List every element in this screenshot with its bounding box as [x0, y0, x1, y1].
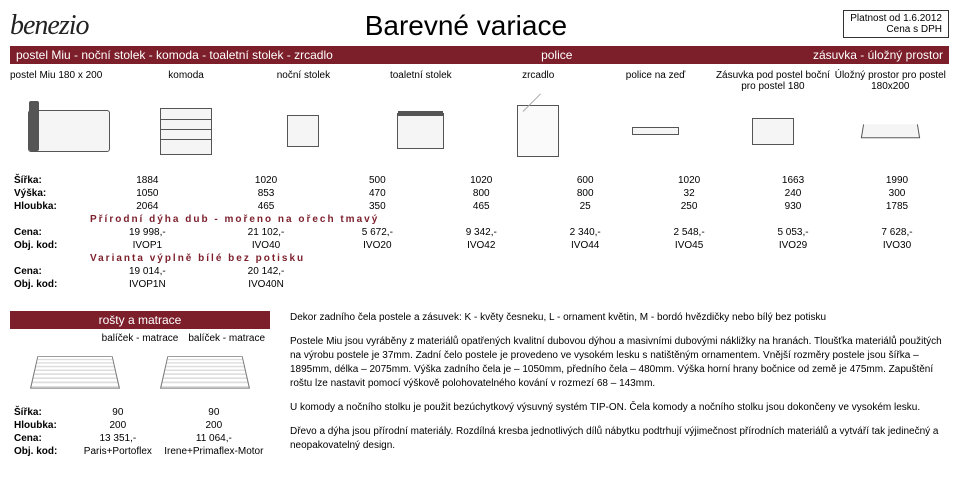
validity-box: Platnost od 1.6.2012 Cena s DPH	[843, 10, 949, 38]
bed-icon	[28, 110, 110, 152]
col-label: postel Miu 180 x 200	[10, 70, 127, 92]
validity-price: Cena s DPH	[850, 24, 942, 35]
rosty-title: rošty a matrace	[10, 311, 270, 329]
drawer-icon	[752, 118, 794, 145]
table-row: Obj. kod:IVOP1NIVO40N	[10, 278, 949, 291]
matrace-col: balíček - matrace	[183, 333, 270, 344]
mirror-icon	[517, 105, 559, 157]
table-row: Obj. kod:IVOP1IVO40IVO20IVO42IVO44IVO45I…	[10, 239, 949, 252]
desc-p2: Postele Miu jsou vyráběny z materiálů op…	[290, 335, 949, 391]
matrace-images	[10, 350, 270, 400]
col-label: toaletní stolek	[362, 70, 479, 92]
category-bar: postel Miu - noční stolek - komoda - toa…	[10, 46, 949, 64]
rosty-table: Šířka:9090 Hloubka:200200 Cena:13 351,-1…	[10, 406, 270, 458]
table-row: Hloubka:200200	[10, 419, 270, 432]
column-labels: postel Miu 180 x 200 komoda noční stolek…	[10, 70, 949, 92]
page-title: Barevné variace	[89, 10, 844, 42]
table-row: Obj. kod:Paris+PortoflexIrene+Primaflex-…	[10, 445, 270, 458]
mattress-icon	[30, 356, 120, 388]
bar-left: postel Miu - noční stolek - komoda - toa…	[16, 48, 480, 62]
spec-table: Šířka:188410205001020600102016631990 Výš…	[10, 174, 949, 291]
header: benezio Barevné variace Platnost od 1.6.…	[10, 10, 949, 42]
desc-p4: Dřevo a dýha jsou přírodní materiály. Ro…	[290, 425, 949, 453]
table-row: Výška:105085347080080032240300	[10, 187, 949, 200]
description: Dekor zadního čela postele a zásuvek: K …	[290, 311, 949, 463]
section-label: Přírodní dýha dub - mořeno na ořech tmav…	[10, 213, 949, 226]
table-row: Cena:13 351,-11 064,-	[10, 432, 270, 445]
table-row: Cena:19 998,-21 102,-5 672,-9 342,-2 340…	[10, 226, 949, 239]
shelf-icon	[632, 127, 679, 135]
col-label: komoda	[127, 70, 244, 92]
desc-p1: Dekor zadního čela postele a zásuvek: K …	[290, 311, 949, 325]
illustrations-row	[10, 96, 949, 166]
section-label: Varianta výplně bílé bez potisku	[10, 252, 949, 265]
bar-right: zásuvka - úložný prostor	[634, 48, 943, 62]
col-label: noční stolek	[245, 70, 362, 92]
col-label: Zásuvka pod postel boční pro postel 180	[714, 70, 831, 92]
nightstand-icon	[287, 115, 319, 147]
col-label: police na zeď	[597, 70, 714, 92]
desc-p3: U komody a nočního stolku je použit bezú…	[290, 401, 949, 415]
rosty-block: rošty a matrace balíček - matrace balíče…	[10, 311, 270, 463]
col-label: zrcadlo	[480, 70, 597, 92]
storage-icon	[861, 124, 920, 138]
bar-mid: police	[480, 48, 635, 62]
matrace-col: balíček - matrace	[97, 333, 184, 344]
dresser-icon	[160, 108, 212, 155]
logo: benezio	[10, 10, 89, 42]
lower-section: rošty a matrace balíček - matrace balíče…	[10, 311, 949, 463]
table-row: Hloubka:2064465350465252509301785	[10, 200, 949, 213]
validity-date: Platnost od 1.6.2012	[850, 13, 942, 24]
mattress-icon	[160, 356, 250, 388]
table-row: Šířka:9090	[10, 406, 270, 419]
col-label: Úložný prostor pro postel 180x200	[832, 70, 949, 92]
table-row: Šířka:188410205001020600102016631990	[10, 174, 949, 187]
vanity-icon	[397, 113, 444, 149]
table-row: Cena:19 014,-20 142,-	[10, 265, 949, 278]
